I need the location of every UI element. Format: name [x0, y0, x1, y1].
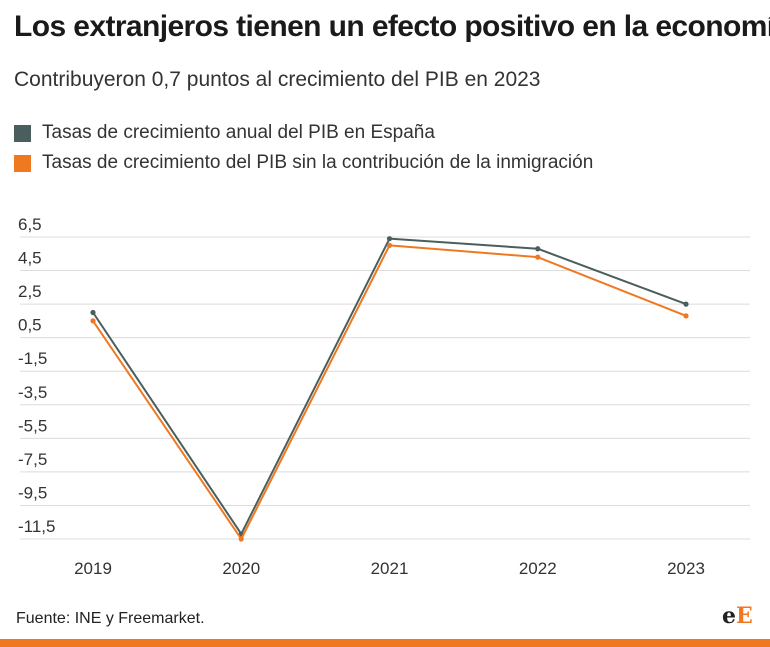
chart-subtitle: Contribuyeron 0,7 puntos al crecimiento …: [14, 68, 541, 91]
data-point-series-2: [238, 536, 244, 542]
x-tick-label: 2022: [519, 559, 557, 578]
data-point-series-1: [386, 236, 393, 242]
data-point-series-2: [386, 242, 393, 248]
y-tick-label: -5,5: [18, 416, 47, 435]
legend-item-series-1: Tasas de crecimiento anual del PIB en Es…: [14, 118, 593, 148]
legend-label-series-1: Tasas de crecimiento anual del PIB en Es…: [42, 122, 435, 143]
brand-logo: eE: [722, 603, 753, 629]
y-tick-label: -3,5: [18, 383, 47, 402]
x-tick-label: 2019: [74, 559, 112, 578]
y-tick-label: 6,5: [18, 215, 42, 234]
data-point-series-2: [535, 254, 541, 260]
data-point-series-2: [90, 318, 96, 324]
data-point-series-1: [535, 246, 541, 252]
y-tick-label: -11,5: [18, 517, 56, 536]
data-point-series-2: [683, 313, 689, 319]
legend: Tasas de crecimiento anual del PIB en Es…: [14, 118, 593, 178]
chart-title: Los extranjeros tienen un efecto positiv…: [14, 10, 770, 43]
y-tick-label: 2,5: [18, 282, 42, 301]
bottom-accent-bar: [0, 639, 770, 647]
y-tick-label: 0,5: [18, 316, 42, 335]
series-line-1: [92, 237, 687, 535]
legend-label-series-2: Tasas de crecimiento del PIB sin la cont…: [42, 152, 594, 173]
source-note: Fuente: INE y Freemarket.: [16, 610, 205, 627]
x-tick-label: 2020: [222, 559, 260, 578]
x-tick-label: 2023: [667, 559, 705, 578]
legend-swatch-series-1: [14, 124, 31, 142]
y-tick-label: 4,5: [18, 249, 42, 268]
x-tick-label: 2021: [371, 559, 409, 578]
series-line-2: [92, 244, 687, 540]
legend-item-series-2: Tasas de crecimiento del PIB sin la cont…: [14, 148, 593, 178]
y-tick-label: -1,5: [18, 349, 47, 368]
logo-e-lower: e: [722, 603, 736, 629]
y-tick-label: -7,5: [18, 450, 47, 469]
data-point-series-1: [90, 309, 96, 316]
data-point-series-1: [683, 301, 689, 307]
y-tick-label: -9,5: [18, 483, 47, 502]
legend-swatch-series-2: [14, 154, 31, 172]
logo-e-upper: E: [736, 603, 753, 629]
